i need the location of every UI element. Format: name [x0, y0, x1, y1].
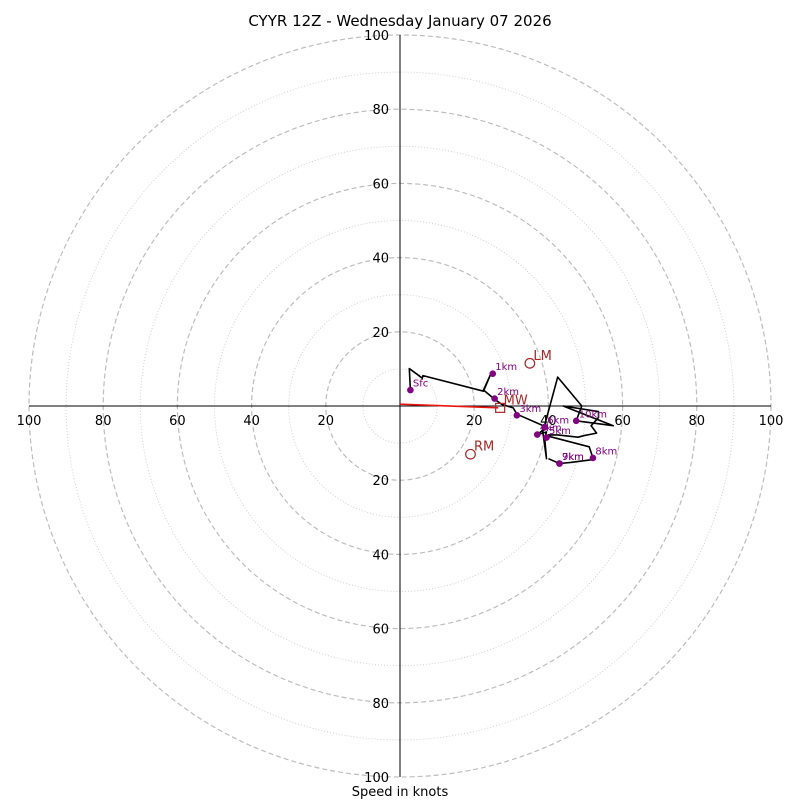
- height-marker-label: 6km: [547, 416, 569, 427]
- height-marker-3km: 3km: [513, 404, 541, 419]
- height-marker-dot: [533, 431, 541, 438]
- height-marker-dot: [543, 434, 550, 441]
- x-tick-label: 40: [243, 414, 260, 429]
- x-tick-label: 80: [95, 414, 112, 429]
- height-marker-4km: 4km: [533, 423, 562, 438]
- x-tick-label: 20: [318, 414, 335, 429]
- height-marker-dot: [541, 423, 548, 431]
- height-marker-label: 2km: [497, 387, 519, 398]
- x-tick-label: 20: [466, 414, 483, 429]
- height-marker-10km: 10km: [572, 409, 607, 425]
- x-tick-label: 100: [759, 414, 784, 429]
- y-tick-label: 60: [372, 623, 389, 638]
- y-tick-label: 20: [372, 474, 389, 489]
- storm-motion-label: RM: [474, 440, 494, 455]
- height-marker-label: 4km: [540, 423, 562, 434]
- height-marker-dot: [513, 411, 521, 419]
- height-marker-label: 9km: [562, 452, 584, 463]
- storm-motion-markers: LM MW RM: [465, 349, 552, 460]
- storm-motion-lm: LM: [524, 349, 552, 369]
- height-marker-dot: [589, 454, 597, 462]
- y-tick-label: 80: [372, 697, 389, 712]
- height-marker-dot: [407, 386, 414, 394]
- height-marker-5km: 5km: [543, 426, 571, 441]
- height-marker-2km: 2km: [491, 387, 519, 402]
- storm-motion-square: [495, 402, 506, 413]
- height-marker-9km: 9km: [556, 452, 584, 467]
- chart-title: CYYR 12Z - Wednesday January 07 2026: [248, 12, 551, 30]
- x-tick-label: 100: [17, 414, 42, 429]
- storm-motion-label: LM: [533, 349, 551, 364]
- height-marker-dot: [489, 370, 497, 378]
- y-tick-label: 40: [372, 252, 389, 267]
- height-marker-label: 10km: [579, 409, 607, 420]
- storm-motion-mw: MW: [495, 393, 528, 413]
- y-tick-label: 100: [364, 771, 389, 786]
- y-tick-label: 80: [372, 103, 389, 118]
- y-tick-label: 40: [372, 548, 389, 563]
- y-tick-label: 60: [372, 177, 389, 192]
- shear-vector-line: [399, 403, 499, 409]
- height-marker-sfc: Sfc: [407, 379, 428, 394]
- height-marker-label: 7km: [562, 452, 584, 463]
- y-tick-label: 100: [364, 29, 389, 44]
- x-axis-label: Speed in knots: [352, 785, 449, 800]
- tick-labels: 100 80 60 40 20 20 40 60 80 100100806040202040608…: [17, 29, 784, 786]
- height-marker-label: Sfc: [413, 379, 428, 390]
- x-tick-label: 60: [169, 414, 186, 429]
- height-marker-dot: [572, 417, 580, 425]
- storm-motion-circle: [524, 357, 536, 369]
- height-marker-label: 3km: [519, 404, 541, 415]
- height-marker-8km: 8km: [589, 446, 617, 462]
- x-tick-label: 80: [689, 414, 706, 429]
- storm-motion-label: MW: [504, 393, 528, 408]
- height-marker-6km: 6km: [541, 416, 569, 431]
- storm-motion-rm: RM: [465, 440, 494, 460]
- height-marker-label: 5km: [549, 426, 571, 437]
- chart-axes: [29, 35, 771, 777]
- height-marker-label: 1km: [495, 362, 517, 373]
- height-marker-label: 8km: [595, 446, 617, 457]
- shear-vector: [399, 403, 499, 409]
- storm-motion-circle: [465, 448, 476, 460]
- height-marker-dot: [556, 460, 563, 467]
- height-marker-1km: 1km: [489, 362, 517, 378]
- y-tick-label: 20: [372, 326, 389, 341]
- height-marker-dot: [491, 395, 498, 402]
- x-tick-label: 60: [614, 414, 631, 429]
